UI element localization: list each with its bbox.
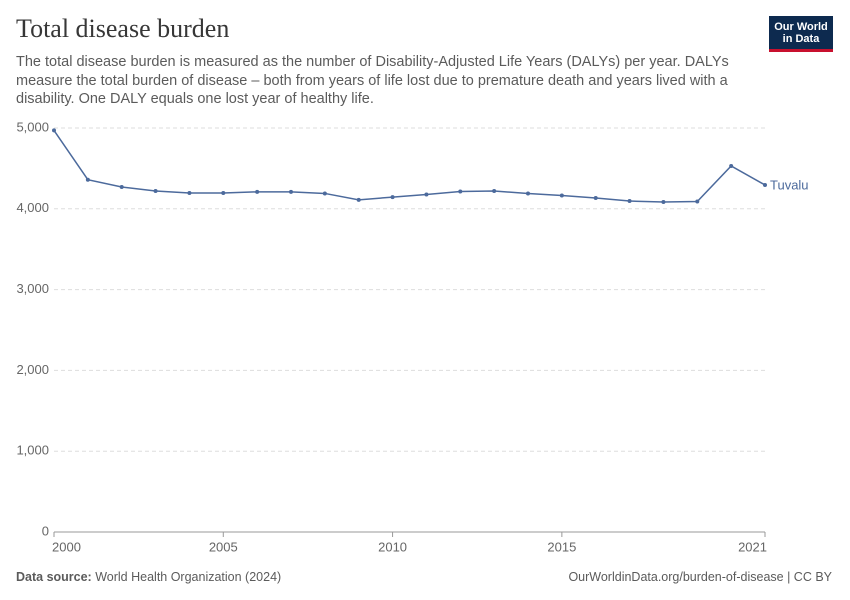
footer-source: Data source: World Health Organization (… bbox=[16, 570, 281, 584]
logo-line: in Data bbox=[782, 33, 820, 45]
point bbox=[85, 177, 90, 182]
point bbox=[763, 182, 767, 187]
x-tick-label: 2021 bbox=[738, 539, 767, 554]
point bbox=[661, 200, 666, 205]
y-tick-label: 3,000 bbox=[16, 281, 49, 296]
point bbox=[322, 191, 327, 196]
point bbox=[593, 195, 598, 200]
logo[interactable]: Our World in Data bbox=[769, 16, 833, 52]
point bbox=[424, 192, 429, 197]
point bbox=[492, 189, 497, 194]
y-tick-label: 2,000 bbox=[16, 362, 49, 377]
point bbox=[153, 189, 158, 194]
point bbox=[458, 189, 463, 194]
y-tick-label: 1,000 bbox=[16, 443, 49, 458]
point bbox=[559, 193, 564, 198]
series-label: Tuvalu bbox=[770, 177, 809, 192]
source: World Health Organization (2024) bbox=[95, 570, 282, 584]
point bbox=[729, 163, 734, 168]
chart-title: Total disease burden bbox=[16, 14, 230, 43]
series-line bbox=[53, 129, 766, 203]
point bbox=[356, 197, 361, 202]
y-tick-label: 0 bbox=[42, 523, 49, 538]
logo-line: Our World bbox=[774, 21, 828, 33]
point bbox=[627, 199, 632, 204]
point bbox=[221, 191, 226, 196]
x-tick-label: 2015 bbox=[547, 539, 576, 554]
point bbox=[526, 191, 530, 196]
point bbox=[187, 191, 192, 196]
point bbox=[52, 128, 56, 133]
source-label: Data source: bbox=[16, 570, 92, 584]
x-tick-label: 2005 bbox=[209, 539, 238, 554]
point bbox=[119, 184, 124, 189]
footer-url[interactable]: OurWorldinData.org/burden-of-disease | C… bbox=[568, 570, 832, 584]
chart-subtitle: The total disease burden is measured as … bbox=[16, 54, 729, 107]
point bbox=[695, 199, 700, 204]
x-tick-label: 2010 bbox=[378, 539, 407, 554]
point bbox=[289, 189, 293, 194]
point bbox=[390, 195, 395, 200]
y-tick-label: 4,000 bbox=[16, 200, 49, 215]
point bbox=[255, 189, 260, 194]
y-tick-label: 5,000 bbox=[16, 119, 49, 134]
x-tick-label: 2000 bbox=[52, 539, 81, 554]
